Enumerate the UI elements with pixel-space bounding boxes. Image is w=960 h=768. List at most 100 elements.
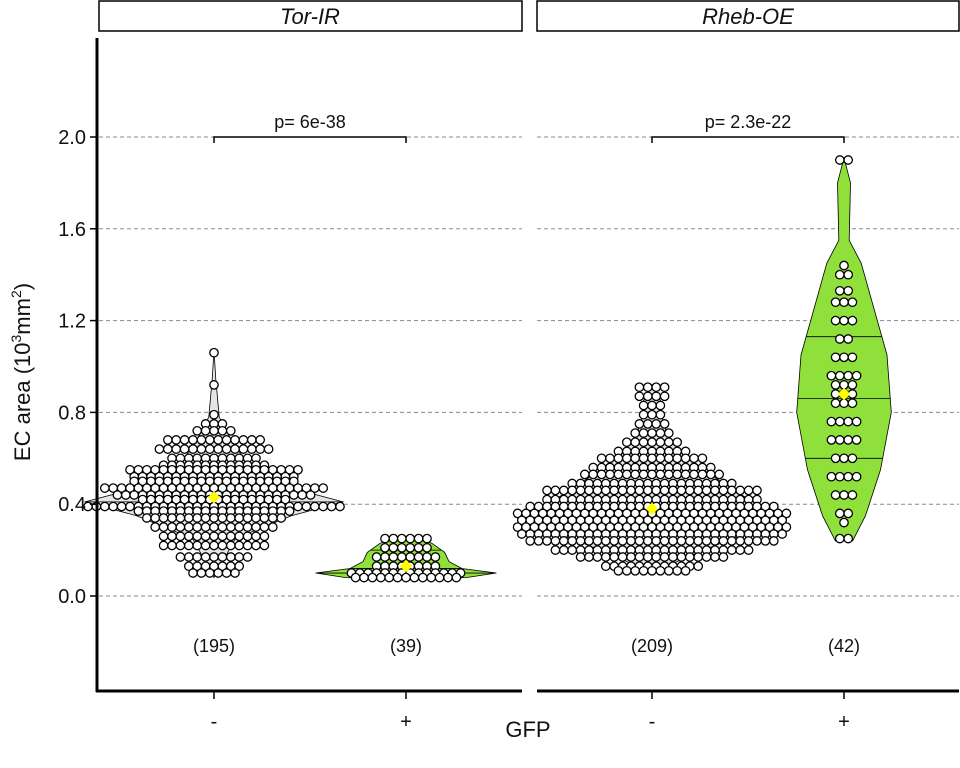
data-point	[834, 370, 845, 381]
data-point	[209, 513, 219, 523]
data-point	[847, 398, 858, 409]
data-point	[200, 531, 211, 542]
data-point	[600, 536, 611, 546]
data-point	[826, 435, 837, 445]
data-point	[638, 453, 649, 464]
data-point	[413, 552, 424, 562]
data-point	[596, 469, 607, 480]
data-point	[834, 269, 845, 280]
data-point	[680, 565, 691, 576]
significance-bracket-rheb-oe: p= 2.3e-22	[651, 112, 845, 143]
data-point	[234, 522, 245, 532]
data-point	[405, 542, 416, 553]
data-point	[225, 552, 236, 562]
data-point	[413, 542, 424, 553]
data-point	[542, 536, 552, 546]
data-point	[705, 469, 716, 480]
data-point	[234, 540, 245, 551]
data-point	[672, 469, 683, 480]
data-point	[672, 565, 683, 576]
data-point	[830, 297, 841, 308]
data-point	[830, 490, 841, 500]
data-point	[158, 513, 169, 523]
data-point	[525, 536, 536, 546]
data-point	[630, 437, 641, 448]
data-point	[158, 531, 169, 542]
significance-bracket-tor-ir: p= 6e-38	[213, 112, 407, 143]
data-point	[225, 513, 236, 523]
data-point	[851, 435, 862, 445]
data-point	[443, 572, 453, 583]
data-point	[183, 513, 194, 523]
data-point	[676, 536, 687, 546]
data-point	[305, 490, 316, 500]
data-point	[651, 419, 662, 429]
data-point	[651, 536, 662, 546]
data-point	[600, 552, 611, 562]
data-point	[175, 522, 186, 532]
data-point	[651, 382, 662, 393]
data-point	[192, 513, 203, 523]
data-point	[183, 522, 194, 532]
y-axis-title-unit-superscript: 2	[8, 290, 24, 298]
data-point	[209, 531, 219, 542]
data-point	[642, 485, 653, 496]
x-axis-title: GFP	[505, 717, 550, 742]
data-point	[516, 529, 527, 539]
y-tick-label: 0.0	[58, 586, 86, 608]
data-point	[663, 469, 674, 480]
data-point	[638, 469, 649, 480]
data-point	[752, 536, 762, 546]
data-point	[116, 501, 127, 512]
data-point	[350, 572, 361, 583]
data-point	[192, 540, 203, 551]
data-point	[367, 572, 378, 583]
data-point	[642, 382, 653, 393]
data-point	[558, 485, 569, 496]
data-point	[592, 485, 603, 496]
data-point	[542, 485, 552, 496]
data-point	[735, 485, 746, 496]
data-point	[209, 409, 219, 420]
data-point	[221, 435, 232, 445]
data-point	[192, 425, 203, 436]
facet-label-rheb-oe: Rheb-OE	[702, 4, 794, 29]
data-point	[451, 572, 462, 583]
data-point	[655, 565, 666, 576]
data-point	[843, 334, 854, 344]
data-point	[659, 485, 670, 496]
data-point	[359, 572, 369, 583]
data-point	[234, 552, 245, 562]
data-point	[188, 435, 198, 445]
data-point	[238, 435, 249, 445]
data-point	[422, 552, 432, 562]
data-point	[200, 552, 211, 562]
data-point	[284, 506, 295, 516]
data-point	[847, 453, 858, 464]
data-point	[567, 536, 578, 546]
data-point	[843, 471, 854, 482]
data-point	[642, 391, 653, 402]
data-point	[246, 435, 257, 445]
data-point	[162, 435, 173, 445]
data-point	[217, 531, 228, 542]
data-point	[188, 444, 198, 454]
data-point	[714, 469, 725, 480]
data-point	[204, 435, 215, 445]
data-point	[605, 469, 615, 480]
data-point	[613, 565, 624, 576]
data-point	[701, 536, 712, 546]
data-point	[851, 370, 862, 381]
data-point	[175, 540, 186, 551]
data-point	[550, 485, 561, 496]
data-point	[288, 476, 299, 487]
data-point	[204, 568, 215, 578]
data-point	[99, 501, 110, 512]
data-point	[255, 435, 266, 445]
data-point	[592, 552, 603, 562]
data-point	[234, 531, 245, 542]
data-point	[647, 469, 657, 480]
data-point	[843, 435, 854, 445]
data-point	[154, 444, 165, 454]
